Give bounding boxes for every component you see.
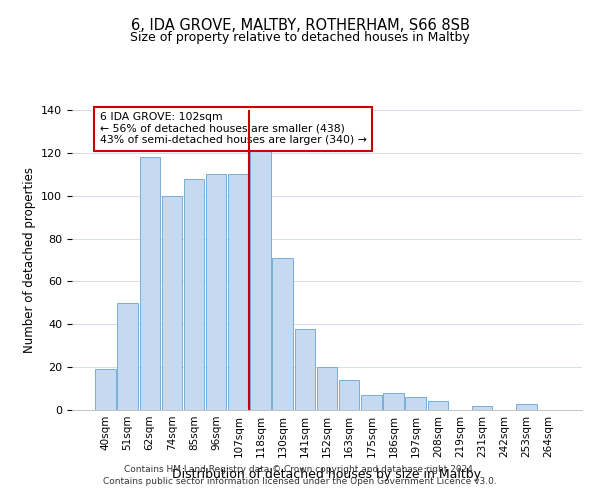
- Bar: [406, 397, 426, 410]
- Bar: [118, 303, 138, 410]
- Bar: [184, 178, 204, 410]
- Bar: [383, 393, 404, 410]
- X-axis label: Distribution of detached houses by size in Maltby: Distribution of detached houses by size …: [173, 468, 482, 481]
- Bar: [339, 380, 359, 410]
- Text: Contains public sector information licensed under the Open Government Licence v3: Contains public sector information licen…: [103, 476, 497, 486]
- Y-axis label: Number of detached properties: Number of detached properties: [23, 167, 35, 353]
- Bar: [161, 196, 182, 410]
- Text: 6, IDA GROVE, MALTBY, ROTHERHAM, S66 8SB: 6, IDA GROVE, MALTBY, ROTHERHAM, S66 8SB: [131, 18, 469, 32]
- Bar: [228, 174, 248, 410]
- Bar: [295, 328, 315, 410]
- Bar: [206, 174, 226, 410]
- Bar: [272, 258, 293, 410]
- Bar: [516, 404, 536, 410]
- Text: 6 IDA GROVE: 102sqm
← 56% of detached houses are smaller (438)
43% of semi-detac: 6 IDA GROVE: 102sqm ← 56% of detached ho…: [100, 112, 367, 146]
- Text: Contains HM Land Registry data © Crown copyright and database right 2024.: Contains HM Land Registry data © Crown c…: [124, 466, 476, 474]
- Bar: [317, 367, 337, 410]
- Bar: [428, 402, 448, 410]
- Text: Size of property relative to detached houses in Maltby: Size of property relative to detached ho…: [130, 31, 470, 44]
- Bar: [250, 125, 271, 410]
- Bar: [95, 370, 116, 410]
- Bar: [472, 406, 493, 410]
- Bar: [361, 395, 382, 410]
- Bar: [140, 157, 160, 410]
